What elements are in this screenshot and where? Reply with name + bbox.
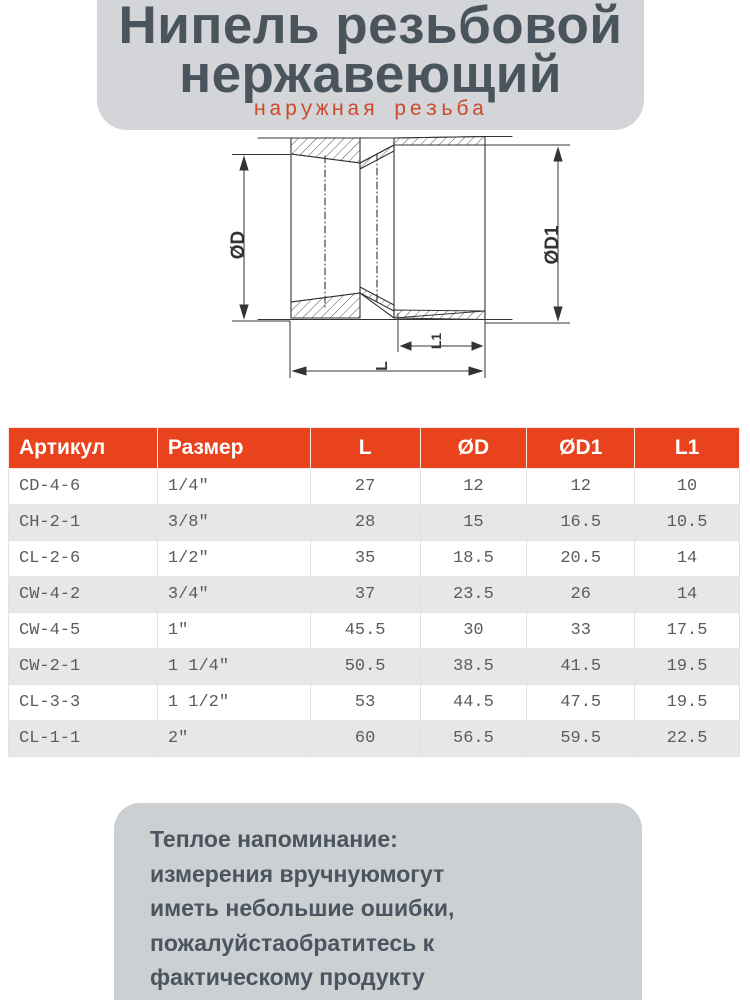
- svg-text:L: L: [374, 361, 391, 371]
- svg-text:ØD1: ØD1: [542, 225, 563, 265]
- svg-text:L1: L1: [428, 333, 444, 350]
- svg-text:ØD: ØD: [228, 231, 249, 260]
